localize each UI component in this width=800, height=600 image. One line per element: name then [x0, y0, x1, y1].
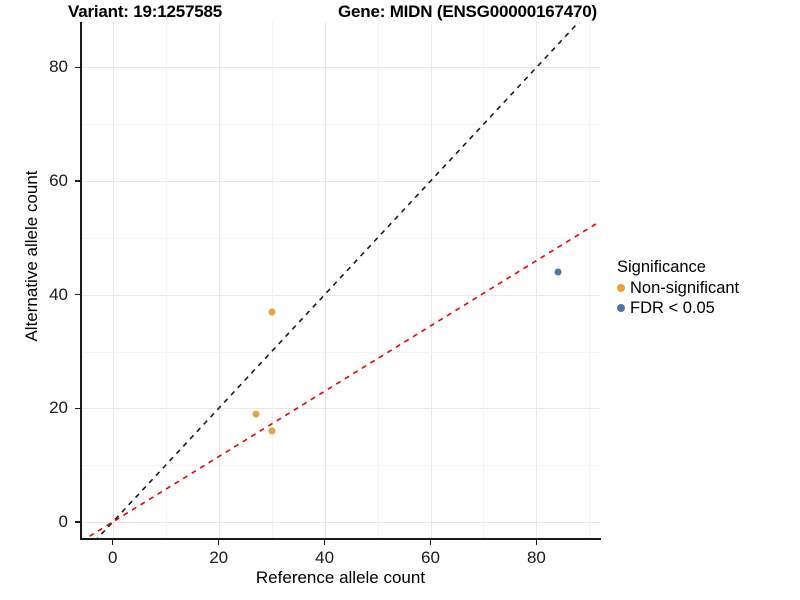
plot-panel [81, 22, 600, 539]
gridline-h [81, 238, 600, 239]
x-tick-label: 20 [209, 548, 229, 567]
y-tick-label-wrap: 80 [0, 57, 68, 77]
gridline-h [81, 522, 600, 523]
x-tick-label: 80 [526, 548, 546, 567]
gridline-h [81, 124, 600, 125]
legend-item-label: FDR < 0.05 [630, 299, 715, 317]
gridline-h [81, 352, 600, 353]
legend-item-non-significant[interactable]: Non-significant [617, 278, 797, 298]
y-tick-label: 40 [49, 284, 68, 304]
reference-lines [83, 22, 600, 539]
y-tick-mark [75, 66, 80, 69]
y-tick-label: 80 [49, 57, 68, 77]
data-point[interactable] [554, 268, 562, 276]
variant-title: Variant: 19:1257585 [68, 2, 223, 21]
x-tick-mark [429, 540, 432, 545]
y-axis-title: Alternative allele count [22, 170, 41, 342]
data-point[interactable] [268, 427, 276, 435]
x-tick-mark [112, 540, 114, 545]
data-point[interactable] [252, 410, 260, 418]
gridline-v [483, 22, 484, 539]
legend: Significance Non-significant FDR < 0.05 [617, 258, 797, 318]
legend-key-dot-icon [617, 304, 625, 312]
gene-title: Gene: MIDN (ENSG00000167470) [338, 2, 597, 21]
x-tick-label: 0 [108, 548, 118, 567]
x-tick-label-wrap: 80 [506, 548, 566, 570]
gridline-v [536, 22, 537, 539]
legend-title: Significance [617, 258, 706, 276]
gridline-v [113, 22, 114, 539]
legend-items: Non-significant FDR < 0.05 [617, 278, 797, 318]
regression-line [83, 220, 600, 539]
gridline-h [81, 181, 600, 182]
x-tick-mark [535, 540, 538, 545]
x-tick-label-wrap: 60 [401, 548, 461, 570]
gridline-h [81, 408, 600, 409]
y-tick-mark [75, 407, 80, 410]
gridline-v [431, 22, 432, 539]
y-tick-label-wrap: 0 [0, 512, 68, 532]
y-axis-line [80, 22, 82, 540]
y-tick-label: 0 [58, 511, 68, 531]
y-tick-label-wrap: 20 [0, 398, 68, 418]
y-tick-label-wrap: 40 [0, 285, 68, 305]
y-tick-label: 60 [49, 171, 68, 191]
x-tick-mark [323, 540, 326, 545]
identity-line [95, 22, 580, 539]
y-tick-mark [75, 521, 80, 523]
x-axis-title: Reference allele count [255, 568, 426, 587]
y-tick-label: 20 [49, 398, 68, 418]
x-tick-label: 60 [421, 548, 440, 567]
data-point[interactable] [268, 308, 276, 316]
gridline-v [272, 22, 273, 539]
x-tick-label: 40 [315, 548, 335, 567]
gridline-v [378, 22, 379, 539]
legend-item-label: Non-significant [630, 279, 740, 297]
y-tick-label-wrap: 60 [0, 171, 68, 191]
gridline-v [166, 22, 167, 539]
x-axis-line [80, 538, 601, 540]
gridline-h [81, 67, 600, 68]
gridline-h [81, 465, 600, 466]
x-tick-label-wrap: 40 [295, 548, 355, 570]
legend-key-dot-icon [617, 284, 625, 292]
x-tick-label-wrap: 20 [189, 548, 249, 570]
figure-title-row: Variant: 19:1257585 Gene: MIDN (ENSG0000… [0, 2, 620, 26]
gridline-v [219, 22, 220, 539]
x-tick-mark [217, 540, 220, 545]
gridline-v [325, 22, 326, 539]
y-tick-mark [75, 180, 80, 182]
x-tick-label-wrap: 0 [83, 548, 143, 570]
gridline-v [589, 22, 590, 539]
legend-item-fdr-significant[interactable]: FDR < 0.05 [617, 298, 797, 318]
y-tick-mark [75, 294, 80, 296]
gridline-h [81, 295, 600, 296]
